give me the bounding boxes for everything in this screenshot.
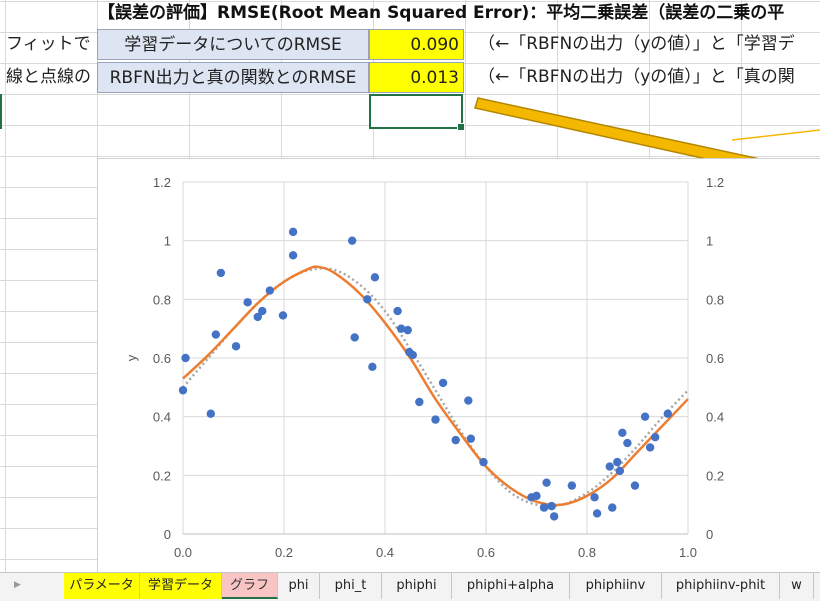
data-point <box>547 501 556 511</box>
y-tick-label: 0.2 <box>153 468 171 483</box>
data-point <box>370 273 380 282</box>
data-point <box>206 409 215 418</box>
data-point <box>408 350 417 360</box>
tab-phiphi-alpha[interactable]: phiphi+alpha <box>452 573 570 599</box>
data-point <box>258 306 267 316</box>
x-tick-label: 0.4 <box>376 545 394 560</box>
true-function-line <box>182 267 689 508</box>
data-point <box>451 435 460 445</box>
row2-left-text[interactable]: 線と点線の <box>6 67 91 87</box>
chart-area[interactable]: 0 0 0.2 0.2 0.4 0.4 0.6 0.6 0.8 0.8 1 1 1.2 1.2 0.0 0.2… <box>97 158 820 573</box>
sheet-title: 【誤差の評価】RMSE(Root Mean Squared Error)：平均二… <box>98 3 785 23</box>
data-point <box>464 396 473 405</box>
data-point <box>479 457 488 467</box>
tab-scroll-icon[interactable]: ▶ <box>14 580 21 590</box>
rmse-true-note[interactable]: （←「RBFNの出力（yの値）」と「真の関 <box>478 67 795 87</box>
tab-phi[interactable]: phi <box>278 573 320 599</box>
data-point <box>396 324 406 333</box>
rmse-train-note[interactable]: （←「RBFNの出力（yの値）」と「学習デ <box>478 34 795 54</box>
tab-w[interactable]: w <box>780 573 814 599</box>
rmse-true-label[interactable]: RBFN出力と真の関数とのRMSE <box>97 62 369 93</box>
data-point <box>549 512 559 521</box>
data-point <box>231 342 241 351</box>
y2-tick-label: 0.8 <box>706 292 724 307</box>
selected-cell[interactable] <box>369 94 465 131</box>
tab-phi-t[interactable]: phi_t <box>320 573 382 599</box>
y2-tick-label: 0.4 <box>706 410 724 425</box>
data-point <box>181 353 190 363</box>
y2-tick-label: 0 <box>706 527 713 542</box>
data-point <box>265 286 275 295</box>
y-tick-label: 1.2 <box>153 175 171 190</box>
data-point <box>615 466 625 476</box>
data-point <box>403 325 412 335</box>
data-point <box>216 268 226 278</box>
data-point <box>542 478 551 487</box>
data-point <box>592 509 602 518</box>
data-point <box>243 298 252 307</box>
tab-phiphi[interactable]: phiphi <box>382 573 452 599</box>
tab-phiphiinv-phit[interactable]: phiphiinv-phit <box>662 573 780 599</box>
x-tick-label: 1.0 <box>679 545 697 560</box>
data-point <box>350 333 359 342</box>
tab-graph[interactable]: グラフ <box>222 573 278 599</box>
data-point <box>605 462 614 471</box>
sheet-tab-bar: ▶ パラメータ 学習データ グラフ phi phi_t phiphi phiph… <box>0 572 820 601</box>
x-tick-label: 0.6 <box>477 545 495 560</box>
y2-tick-label: 0.6 <box>706 351 724 366</box>
y-tick-label: 0.6 <box>153 351 171 366</box>
tab-parameters[interactable]: パラメータ <box>64 573 140 599</box>
data-point <box>363 295 372 304</box>
data-point <box>431 415 440 424</box>
data-point <box>253 312 262 322</box>
data-point <box>645 443 655 452</box>
data-point <box>640 412 650 421</box>
data-point <box>415 397 424 407</box>
data-point <box>567 481 577 490</box>
y-tick-label: 0 <box>164 527 171 542</box>
data-point <box>393 306 402 316</box>
arrow-accent-line <box>731 129 820 141</box>
data-point <box>623 438 632 448</box>
data-point <box>466 434 476 443</box>
rmse-train-label[interactable]: 学習データについてのRMSE <box>97 29 369 60</box>
y-tick-label: 1 <box>164 234 171 249</box>
x-tick-label: 0.8 <box>578 545 596 560</box>
y-tick-label: 0.8 <box>153 292 171 307</box>
data-point <box>278 311 288 320</box>
data-point <box>613 457 622 467</box>
data-point <box>663 409 672 418</box>
tab-phiphiinv[interactable]: phiphiinv <box>570 573 662 599</box>
rmse-true-value[interactable]: 0.013 <box>369 62 464 93</box>
x-tick-label: 0.2 <box>275 545 293 560</box>
data-point <box>630 481 640 490</box>
x-tick-label: 0.0 <box>174 545 192 560</box>
data-point <box>368 362 377 371</box>
data-point <box>532 491 541 501</box>
data-point <box>539 503 549 512</box>
y2-tick-label: 1 <box>706 234 713 249</box>
data-point <box>608 503 617 512</box>
row1-left-text[interactable]: フィットで <box>6 34 91 54</box>
data-point <box>438 378 448 388</box>
y-axis-label: y <box>124 354 139 361</box>
fill-handle[interactable] <box>457 123 465 131</box>
rmse-train-value[interactable]: 0.090 <box>369 29 464 60</box>
row-indicator <box>0 94 2 129</box>
y2-tick-label: 0.2 <box>706 468 724 483</box>
data-point <box>288 227 298 237</box>
data-point <box>211 330 221 339</box>
data-point <box>347 236 357 245</box>
data-point <box>650 433 660 442</box>
scatter-chart: 0 0 0.2 0.2 0.4 0.4 0.6 0.6 0.8 0.8 1 1 1.2 1.2 0.0 0.2… <box>124 175 724 560</box>
data-point <box>178 386 188 395</box>
data-point <box>618 428 627 437</box>
y-tick-label: 0.4 <box>153 410 171 425</box>
data-point <box>590 493 599 502</box>
data-point <box>288 251 298 260</box>
tab-training-data[interactable]: 学習データ <box>140 573 222 599</box>
y2-tick-label: 1.2 <box>706 175 724 190</box>
